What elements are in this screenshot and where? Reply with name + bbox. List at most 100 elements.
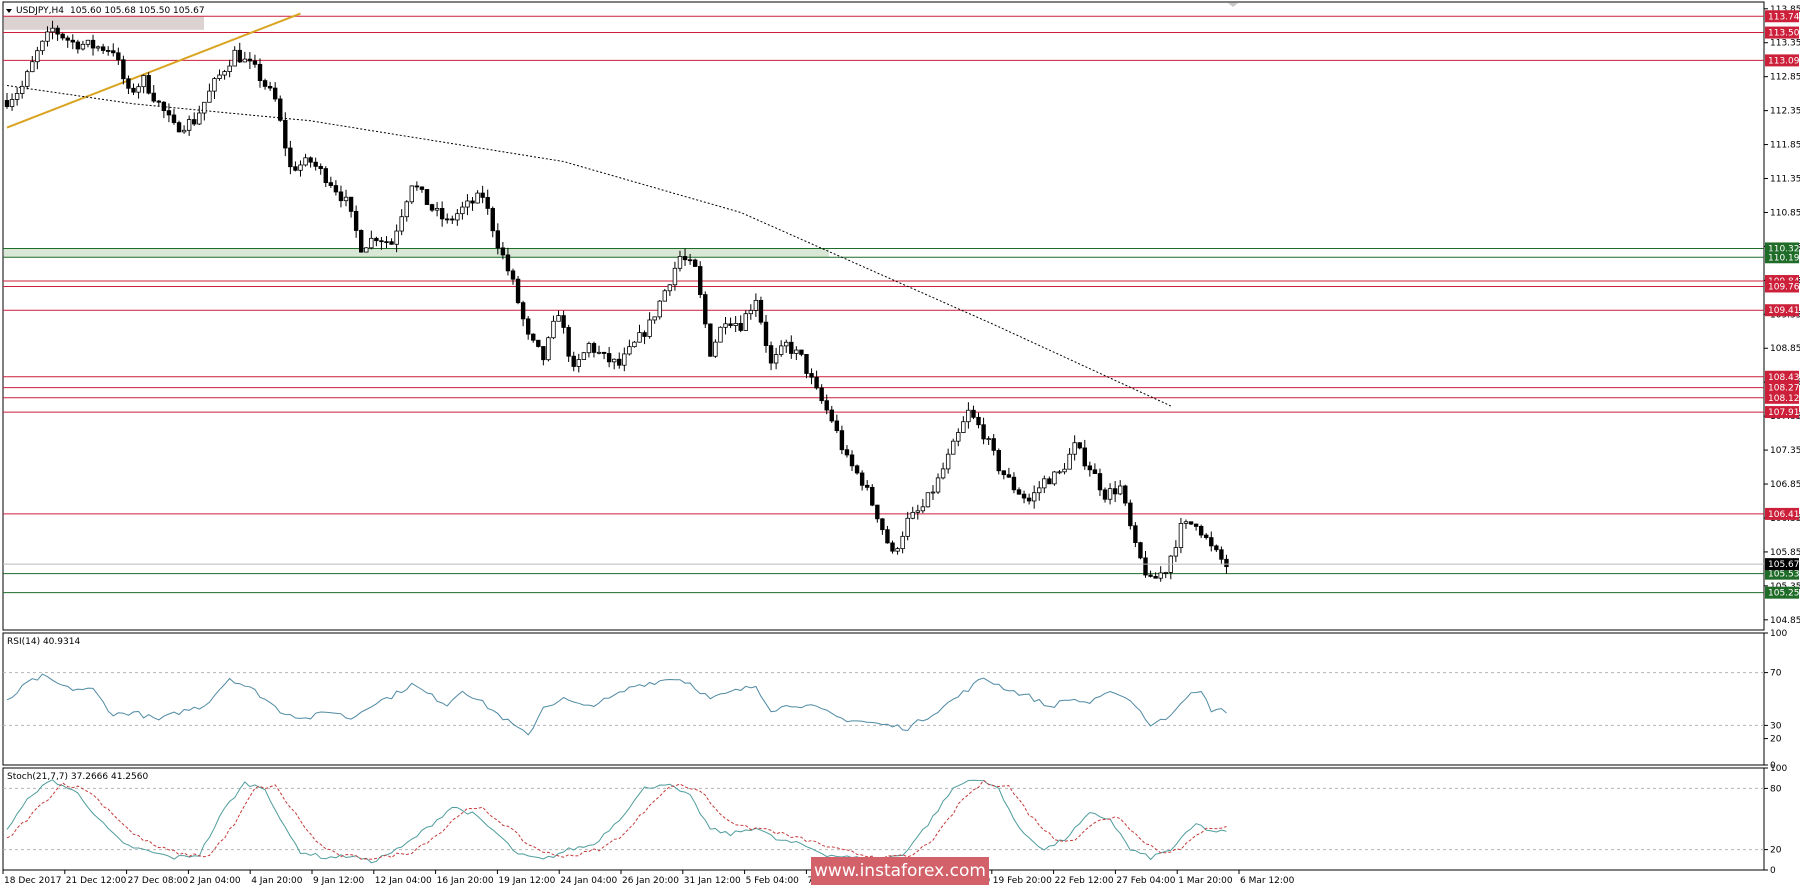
candle-body — [809, 373, 814, 378]
candle-body — [1006, 474, 1012, 478]
candle-body — [9, 99, 15, 107]
candle-body — [262, 80, 268, 87]
price-tick-label: 105.85 — [1770, 548, 1800, 558]
candle-body — [1031, 492, 1037, 502]
candle-body — [186, 119, 192, 131]
level-tag-109.41 — [1765, 304, 1799, 317]
candle-body — [151, 92, 156, 102]
candle-body — [227, 65, 232, 72]
level-tag-text-107.91: 107.91 — [1768, 408, 1800, 418]
candle-body — [434, 208, 440, 211]
candle-body — [171, 114, 177, 124]
candle-body — [910, 511, 915, 519]
time-axis: 18 Dec 2017 21 Dec 12:00 27 Dec 08:00 2 Jan… — [2, 870, 1295, 886]
candle-body — [905, 517, 910, 537]
candle-body — [515, 278, 521, 304]
candle-body — [445, 218, 450, 221]
rsi-tick-label: 0 — [1770, 761, 1776, 771]
rsi-tick-label: 100 — [1770, 629, 1787, 639]
candle-body — [1102, 489, 1108, 500]
candle-body — [1178, 522, 1184, 549]
candle-body — [1047, 478, 1052, 485]
candle-body — [1072, 442, 1077, 455]
candle-body — [880, 518, 885, 531]
candle-body — [1112, 488, 1118, 495]
price-tick-label: 113.85 — [1770, 5, 1800, 15]
candle-body — [106, 50, 111, 52]
candle-body — [844, 449, 850, 456]
candle-body — [753, 299, 759, 311]
time-tick-label: 19 Feb 20:00 — [993, 876, 1052, 886]
level-tag-113.50 — [1765, 26, 1799, 39]
candle-body — [450, 218, 455, 221]
candle-body — [25, 71, 30, 87]
level-tag-105.25 — [1765, 586, 1799, 599]
candle-body — [181, 129, 187, 133]
candle-body — [1082, 447, 1087, 467]
price-tick-label: 106.85 — [1770, 480, 1800, 490]
candle-body — [885, 529, 890, 544]
candle-body — [222, 71, 227, 76]
candle-body — [642, 332, 647, 337]
candle-body — [546, 337, 551, 361]
candle-body — [945, 453, 951, 470]
candle-body — [333, 185, 339, 193]
candle-body — [485, 197, 490, 209]
level-tag-109.76 — [1765, 280, 1799, 293]
candle-body — [708, 323, 713, 357]
candle-body — [100, 46, 106, 51]
moving-average-line — [6, 85, 1172, 407]
candle-body — [475, 192, 480, 204]
level-tag-text-110.32: 110.32 — [1768, 244, 1800, 254]
main-price-panel: 113.85 113.35 112.85 112.35 111.85 111.35 110.… — [2, 1, 1800, 631]
candle-body — [733, 323, 738, 326]
candle-body — [490, 208, 495, 232]
level-tag-text-105.25: 105.25 — [1768, 589, 1800, 599]
candle-body — [1183, 521, 1189, 524]
candle-body — [1077, 442, 1082, 449]
candle-body — [45, 31, 50, 42]
candle-body — [596, 351, 602, 354]
current-price-tag-text: 105.67 — [1768, 560, 1800, 570]
chart-shift-marker-icon — [1228, 3, 1238, 7]
candle-body — [743, 313, 748, 331]
candle-body — [197, 112, 202, 125]
rsi-label: RSI(14) 40.9314 — [7, 637, 80, 647]
candle-body — [1118, 485, 1123, 495]
candle-body — [819, 387, 824, 402]
candle-body — [1052, 471, 1057, 485]
candle-body — [1219, 549, 1224, 560]
level-tag-108.12 — [1765, 391, 1799, 404]
candle-body — [131, 87, 136, 93]
candle-body — [409, 185, 414, 203]
candle-body — [956, 432, 961, 442]
candle-body — [561, 315, 566, 328]
level-tag-text-108.12: 108.12 — [1768, 394, 1800, 404]
candle-body — [692, 259, 698, 267]
candle-body — [1123, 485, 1128, 504]
time-tick-label: 19 Jan 12:00 — [498, 876, 555, 886]
candle-body — [870, 486, 875, 506]
candle-body — [1224, 558, 1229, 568]
candle-body — [65, 37, 70, 41]
candle-body — [364, 247, 369, 253]
candle-body — [278, 98, 283, 121]
candle-body — [429, 204, 435, 211]
time-tick-label: 9 Jan 12:00 — [313, 876, 365, 886]
zone-1 — [4, 248, 829, 258]
candle-body — [14, 93, 20, 100]
candle-body — [399, 216, 404, 232]
level-tag-110.19 — [1765, 251, 1799, 264]
candle-body — [439, 208, 445, 220]
candle-body — [369, 237, 374, 249]
candle-body — [510, 270, 516, 280]
candle-body — [849, 454, 855, 467]
candle-body — [606, 353, 612, 363]
main-panel-frame — [2, 1, 1765, 631]
candle-body — [232, 49, 237, 67]
candle-body — [637, 332, 642, 343]
candle-body — [19, 85, 25, 94]
candle-body — [986, 438, 991, 441]
candle-body — [581, 352, 587, 360]
candle-body — [288, 147, 293, 168]
